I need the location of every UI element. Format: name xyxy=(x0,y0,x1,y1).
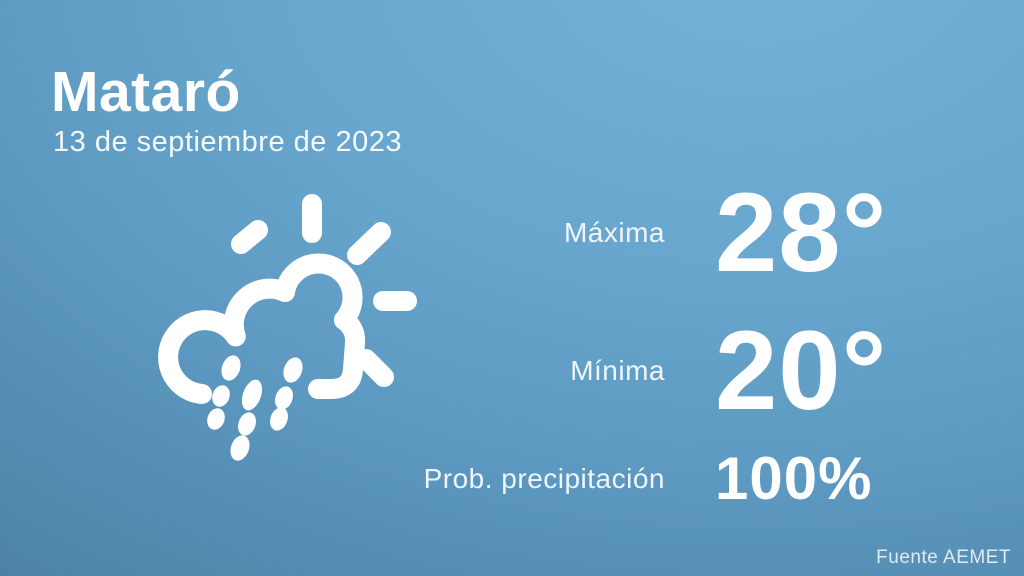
precipitation-prob-label: Prob. precipitación xyxy=(423,463,665,494)
precipitation-prob-value: 100% xyxy=(715,445,873,512)
metric-row-precipitation: Prob. precipitación 100% xyxy=(395,446,872,512)
max-temp-label: Máxima xyxy=(563,217,665,248)
metric-row-min: Mínima 20° xyxy=(395,315,887,427)
min-temp-value: 20° xyxy=(715,308,888,433)
max-temp-value: 28° xyxy=(715,170,888,295)
metric-row-max: Máxima 28° xyxy=(395,177,887,289)
data-source-credit: Fuente AEMET xyxy=(876,547,1011,568)
city-title: Mataró xyxy=(51,60,241,124)
sun-behind-rain-cloud-icon xyxy=(145,185,445,485)
min-temp-label: Mínima xyxy=(570,355,665,386)
forecast-date: 13 de septiembre de 2023 xyxy=(53,126,402,158)
